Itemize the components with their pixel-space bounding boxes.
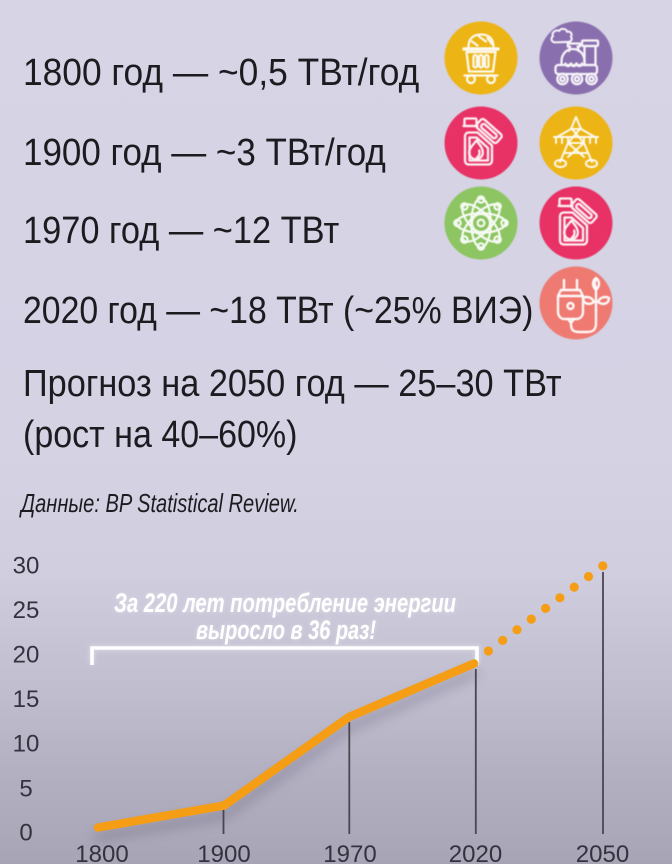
svg-text:15: 15: [13, 686, 40, 713]
svg-text:1800: 1800: [75, 841, 128, 864]
svg-text:0: 0: [19, 820, 32, 847]
svg-text:выросло в 36 раз!: выросло в 36 раз!: [196, 615, 376, 645]
svg-text:1900: 1900: [197, 841, 250, 864]
svg-text:За 220 лет потребление энергии: За 220 лет потребление энергии: [114, 588, 456, 618]
svg-text:30: 30: [13, 553, 40, 580]
svg-text:25: 25: [13, 597, 40, 624]
svg-text:2050: 2050: [576, 841, 629, 864]
svg-text:выросло в 36 раз!: выросло в 36 раз!: [196, 615, 376, 645]
svg-text:2020: 2020: [449, 841, 502, 864]
svg-text:20: 20: [13, 642, 40, 669]
svg-text:10: 10: [13, 731, 40, 758]
svg-text:За 220 лет потребление энергии: За 220 лет потребление энергии: [114, 588, 456, 618]
svg-text:5: 5: [19, 776, 32, 803]
svg-text:1970: 1970: [323, 841, 376, 864]
